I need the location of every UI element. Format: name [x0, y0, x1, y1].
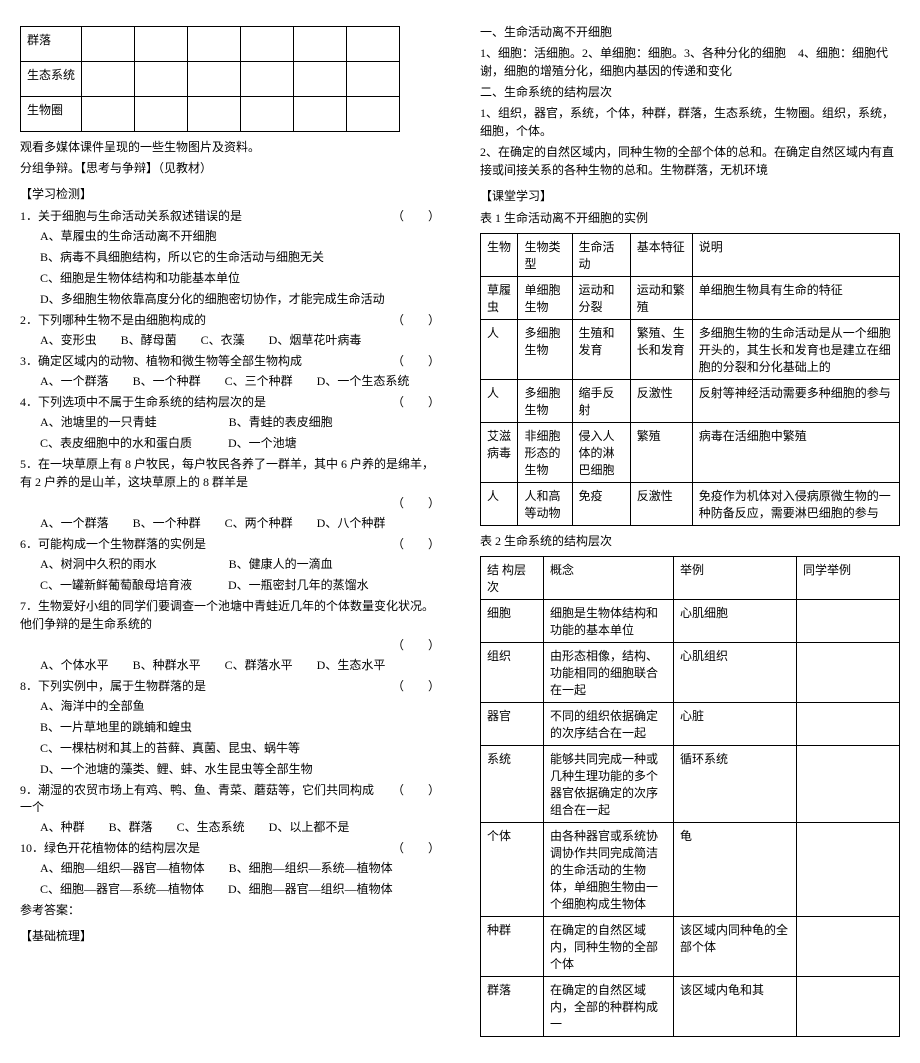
t3-h3: 同学举例: [797, 557, 900, 600]
q1-opt-a: A、草履虫的生命活动离不开细胞: [20, 227, 440, 245]
q1-paren: （ ）: [380, 207, 440, 224]
cell: 生态系统: [21, 62, 82, 97]
q7-opts: A、个体水平 B、种群水平 C、群落水平 D、生态水平: [20, 656, 440, 674]
test-title: 【学习检测】: [20, 185, 440, 203]
q8-opt-b: B、一片草地里的跳蝻和蝗虫: [20, 718, 440, 736]
t3-h0: 结 构层次: [481, 557, 544, 600]
table-2: 生物 生物类型 生命活动 基本特征 说明 草履虫单细胞生物运动和分裂运动和繁殖单…: [480, 233, 900, 526]
q4-paren: （ ）: [380, 393, 440, 410]
table-3: 结 构层次 概念 举例 同学举例 细胞细胞是生物体结构和功能的基本单位心肌细胞 …: [480, 556, 900, 1037]
q5-opts: A、一个群落 B、一个种群 C、两个种群 D、八个种群: [20, 514, 440, 532]
t2-h1: 生物类型: [518, 234, 572, 277]
q4-stem: 4．下列选项中不属于生命系统的结构层次的是: [20, 393, 266, 410]
table3-caption: 表 2 生命系统的结构层次: [480, 532, 900, 550]
s2-title: 二、生命系统的结构层次: [480, 83, 900, 101]
mini-table: 群落 生态系统 生物圈: [20, 26, 400, 132]
t2-h2: 生命活动: [572, 234, 630, 277]
t2-h3: 基本特征: [630, 234, 692, 277]
q6-stem: 6．可能构成一个生物群落的实例是: [20, 535, 206, 552]
q8-opt-d: D、一个池塘的藻类、鲤、蚌、水生昆虫等全部生物: [20, 760, 440, 778]
q8-opt-a: A、海洋中的全部鱼: [20, 697, 440, 715]
s2-l2: 2、在确定的自然区域内，同种生物的全部个体的总和。在确定自然区域内有直接或间接关…: [480, 143, 900, 179]
t2-h0: 生物: [481, 234, 518, 277]
q2-paren: （ ）: [380, 311, 440, 328]
q1-opt-c: C、细胞是生物体结构和功能基本单位: [20, 269, 440, 287]
q10-opt-cd: C、细胞—器官—系统—植物体 D、细胞—器官—组织—植物体: [20, 880, 440, 898]
q8-paren: （ ）: [380, 677, 440, 694]
q7-stem: 7．生物爱好小组的同学们要调查一个池塘中青蛙近几年的个体数量变化状况。他们争辩的…: [20, 597, 440, 633]
s1-title: 一、生命活动离不开细胞: [480, 23, 900, 41]
s1-line: 1、细胞：活细胞。2、单细胞：细胞。3、各种分化的细胞 4、细胞：细胞代谢，细胞…: [480, 44, 900, 80]
cell: 生物圈: [21, 97, 82, 132]
q5-paren: （ ）: [380, 494, 440, 511]
q10-stem: 10．绿色开花植物体的结构层次是: [20, 839, 200, 856]
q6-paren: （ ）: [380, 535, 440, 552]
q6-opt-cd: C、一罐新鲜葡萄酿母培育液 D、一瓶密封几年的蒸馏水: [20, 576, 440, 594]
q3-paren: （ ）: [380, 352, 440, 369]
intro-line-2: 分组争辩。【思考与争辩】（见教材）: [20, 159, 440, 177]
q6-opt-ab: A、树洞中久积的雨水 B、健康人的一滴血: [20, 555, 440, 573]
s2-l1: 1、组织，器官，系统，个体，种群，群落，生态系统，生物圈。组织，系统，细胞，个体…: [480, 104, 900, 140]
base-title: 【基础梳理】: [20, 927, 440, 945]
q10-paren: （ ）: [380, 839, 440, 856]
answers-label: 参考答案：: [20, 901, 440, 919]
q3-opts: A、一个群落 B、一个种群 C、三个种群 D、一个生态系统: [20, 372, 440, 390]
q1-stem: 1．关于细胞与生命活动关系叙述错误的是: [20, 207, 242, 224]
t3-h1: 概念: [544, 557, 674, 600]
class-title: 【课堂学习】: [480, 187, 900, 205]
t3-h2: 举例: [674, 557, 797, 600]
q1-opt-d: D、多细胞生物依靠高度分化的细胞密切协作，才能完成生命活动: [20, 290, 440, 308]
cell: 群落: [21, 27, 82, 62]
q9-opts: A、种群 B、群落 C、生态系统 D、以上都不是: [20, 818, 440, 836]
q1-opt-b: B、病毒不具细胞结构，所以它的生命活动与细胞无关: [20, 248, 440, 266]
t2-h4: 说明: [692, 234, 899, 277]
q2-stem: 2．下列哪种生物不是由细胞构成的: [20, 311, 206, 328]
intro-line-1: 观看多媒体课件呈现的一些生物图片及资料。: [20, 138, 440, 156]
table2-caption: 表 1 生命活动离不开细胞的实例: [480, 209, 900, 227]
q10-opt-ab: A、细胞—组织—器官—植物体 B、细胞—组织—系统—植物体: [20, 859, 440, 877]
q5-stem: 5．在一块草原上有 8 户牧民，每户牧民各养了一群羊，其中 6 户养的是绵羊，有…: [20, 455, 440, 491]
q4-opt-cd: C、表皮细胞中的水和蛋白质 D、一个池塘: [20, 434, 440, 452]
q9-paren: （ ）: [380, 781, 440, 815]
q2-opts: A、变形虫 B、酵母菌 C、衣藻 D、烟草花叶病毒: [20, 331, 440, 349]
q4-opt-ab: A、池塘里的一只青蛙 B、青蛙的表皮细胞: [20, 413, 440, 431]
q8-opt-c: C、一棵枯树和其上的苔藓、真菌、昆虫、蜗牛等: [20, 739, 440, 757]
q3-stem: 3．确定区域内的动物、植物和微生物等全部生物构成: [20, 352, 302, 369]
q7-paren: （ ）: [380, 636, 440, 653]
q8-stem: 8．下列实例中，属于生物群落的是: [20, 677, 206, 694]
q9-stem: 9．潮湿的农贸市场上有鸡、鸭、鱼、青菜、蘑菇等，它们共同构成一个: [20, 781, 380, 815]
